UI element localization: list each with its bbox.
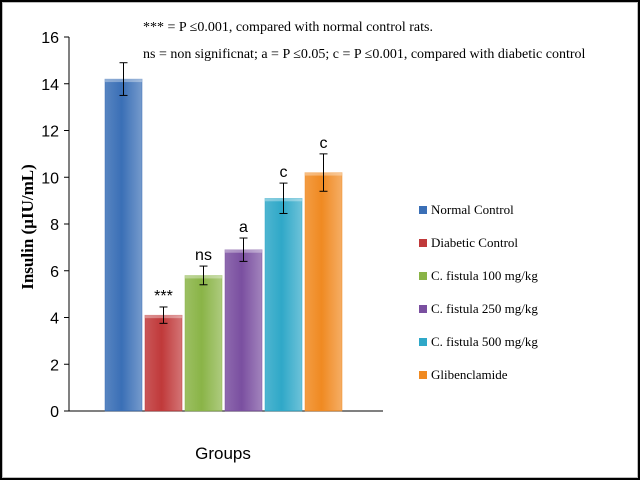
legend-swatch (419, 338, 427, 346)
legend-swatch (419, 272, 427, 280)
significance-label: ns (195, 247, 212, 264)
legend-label: Diabetic Control (431, 235, 518, 250)
legend-swatch (419, 206, 427, 214)
y-tick-label: 10 (41, 170, 59, 187)
significance-label: a (239, 219, 248, 236)
bar (264, 198, 303, 412)
significance-label: *** (154, 288, 173, 305)
legend-label: C. fistula 100 mg/kg (431, 268, 538, 283)
significance-note-1: *** = P ≤0.001, compared with normal con… (143, 20, 433, 35)
significance-label: c (280, 164, 288, 181)
legend-swatch (419, 305, 427, 313)
bar (224, 249, 263, 412)
y-tick-label: 6 (50, 264, 59, 281)
legend-label: Normal Control (431, 202, 514, 217)
legend-swatch (419, 371, 427, 379)
y-tick-label: 2 (50, 357, 59, 374)
y-tick-label: 4 (50, 311, 59, 328)
significance-note-2: ns = non significnat; a = P ≤0.05; c = P… (143, 47, 585, 62)
significance-label: c (320, 135, 328, 152)
y-tick-label: 12 (41, 124, 59, 141)
legend-label: Glibenclamide (431, 367, 508, 382)
y-tick-label: 0 (50, 404, 59, 421)
bar (304, 172, 343, 412)
bar-chart: *** = P ≤0.001, compared with normal con… (18, 20, 585, 463)
y-axis-label: Insulin (µIU/mL) (18, 164, 37, 290)
bar (184, 275, 223, 412)
y-tick-label: 8 (50, 217, 59, 234)
legend-label: C. fistula 500 mg/kg (431, 334, 538, 349)
y-tick-label: 14 (41, 77, 59, 94)
bar (144, 314, 183, 412)
legend-swatch (419, 239, 427, 247)
bar (104, 78, 143, 412)
legend-label: C. fistula 250 mg/kg (431, 301, 538, 316)
x-axis-label: Groups (195, 444, 251, 463)
y-tick-label: 16 (41, 30, 59, 47)
